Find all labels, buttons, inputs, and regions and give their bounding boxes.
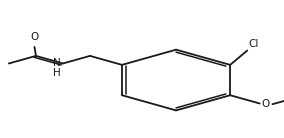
Text: Cl: Cl bbox=[249, 39, 259, 49]
Text: H: H bbox=[53, 68, 61, 78]
Text: O: O bbox=[30, 32, 39, 42]
Text: N: N bbox=[53, 59, 61, 68]
Text: O: O bbox=[261, 99, 269, 109]
